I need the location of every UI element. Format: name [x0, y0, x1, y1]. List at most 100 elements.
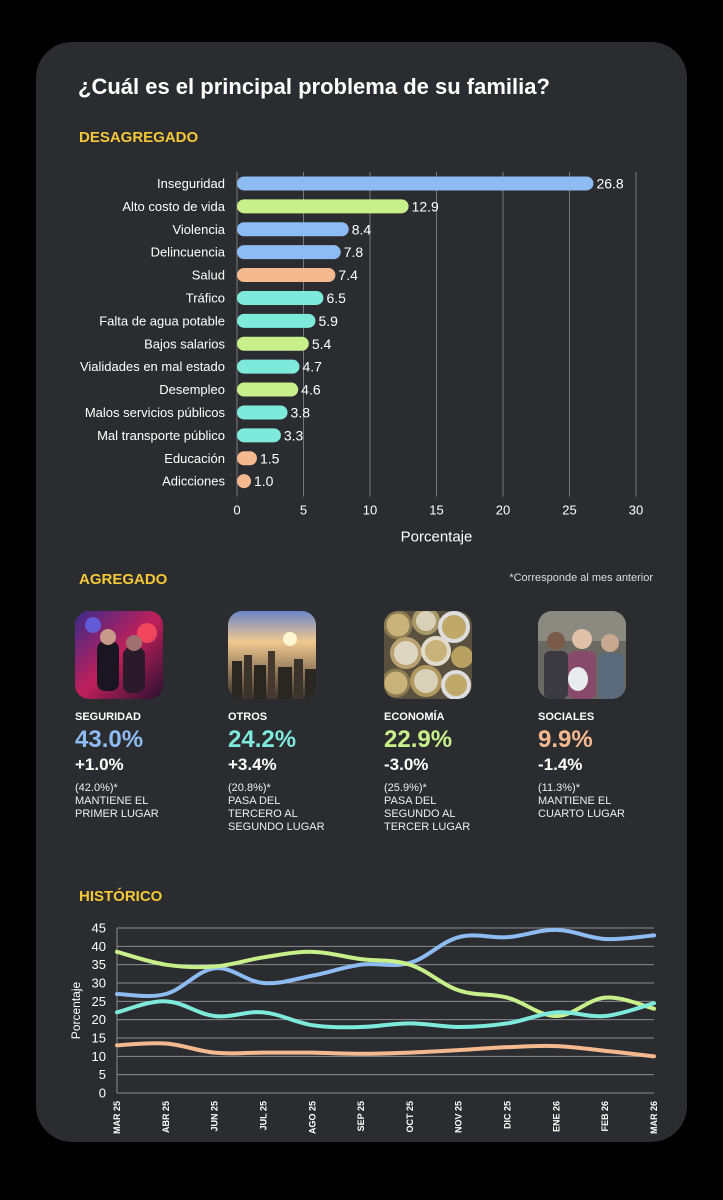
- section-desagregado: DESAGREGADO: [79, 129, 199, 146]
- x-tick-label: ABR 25: [161, 1101, 171, 1133]
- x-tick-label: MAR 26: [649, 1101, 659, 1134]
- category-percent: 43.0%: [75, 726, 144, 753]
- category-name: SEGURIDAD: [75, 711, 142, 723]
- y-tick-label: 45: [92, 921, 106, 936]
- bar: [237, 268, 336, 283]
- bar-value-label: 3.3: [284, 427, 304, 443]
- y-tick-label: 20: [92, 1012, 106, 1027]
- city-photo: [228, 611, 316, 699]
- bar: [237, 359, 300, 374]
- x-tick-label: SEP 25: [356, 1101, 366, 1131]
- category-previous: (25.9%)*: [384, 782, 427, 794]
- bar-value-label: 7.8: [344, 244, 364, 260]
- category-name: SOCIALES: [538, 711, 595, 723]
- category-description: PASA DEL TERCERO AL SEGUNDO LUGAR: [228, 795, 325, 833]
- y-axis-label: Porcentaje: [69, 981, 83, 1039]
- category-economia: ECONOMÍA 22.9% -3.0% (25.9%)* PASA DEL S…: [384, 611, 554, 834]
- section-agregado: AGREGADO: [79, 571, 168, 588]
- page-title: ¿Cuál es el principal problema de su fam…: [78, 74, 550, 99]
- category-sociales: SOCIALES 9.9% -1.4% (11.3%)* MANTIENE EL…: [538, 611, 708, 821]
- y-tick-label: 10: [92, 1049, 106, 1064]
- bar-category-label: Desempleo: [159, 382, 225, 397]
- x-tick-label: AGO 25: [307, 1101, 317, 1134]
- y-tick-label: 5: [99, 1067, 106, 1082]
- bar: [237, 428, 281, 443]
- bar-category-label: Violencia: [172, 222, 225, 237]
- bar: [237, 474, 251, 489]
- bar-value-label: 7.4: [338, 267, 358, 283]
- bar-value-label: 4.7: [303, 359, 323, 375]
- bar-category-label: Tráfico: [186, 290, 225, 305]
- bar: [237, 290, 324, 305]
- category-otros: OTROS 24.2% +3.4% (20.8%)* PASA DEL TERC…: [228, 611, 398, 834]
- category-previous: (20.8%)*: [228, 782, 271, 794]
- bar-chart: 0 5 10 15 20 25 30 Porcentaje Inseguridad 26.8 Alt…: [80, 172, 643, 546]
- bar: [237, 176, 594, 191]
- bar-value-label: 1.5: [260, 450, 280, 466]
- bar-value-label: 26.8: [596, 175, 623, 191]
- y-tick-label: 25: [92, 994, 106, 1009]
- category-percent: 22.9%: [384, 726, 453, 753]
- x-tick-label: 10: [363, 503, 377, 518]
- category-seguridad: SEGURIDAD 43.0% +1.0% (42.0%)* MANTIENE …: [75, 611, 245, 821]
- x-tick-label: 0: [233, 503, 240, 518]
- bar: [237, 336, 309, 351]
- bar-value-label: 6.5: [326, 290, 346, 306]
- series-line: [115, 949, 656, 1018]
- category-percent: 24.2%: [228, 726, 297, 753]
- y-tick-label: 0: [99, 1086, 106, 1101]
- x-tick-label: NOV 25: [454, 1101, 464, 1133]
- x-tick-label: ENE 26: [551, 1101, 561, 1132]
- bar-value-label: 3.8: [291, 404, 311, 420]
- x-tick-label: JUL 25: [258, 1101, 268, 1130]
- bar: [237, 199, 409, 214]
- bar-category-label: Bajos salarios: [144, 336, 225, 351]
- coins-photo: [384, 611, 472, 699]
- bar: [237, 382, 299, 397]
- bar-value-label: 1.0: [254, 473, 274, 489]
- crowd-photo: [538, 611, 626, 699]
- category-description: PASA DEL SEGUNDO AL TERCER LUGAR: [384, 795, 471, 833]
- y-tick-label: 35: [92, 957, 106, 972]
- category-percent: 9.9%: [538, 726, 593, 753]
- x-axis-label: Porcentaje: [401, 529, 473, 546]
- category-change: -1.4%: [538, 755, 583, 774]
- category-name: ECONOMÍA: [384, 711, 445, 723]
- bar-value-label: 12.9: [412, 198, 439, 214]
- bar-value-label: 5.9: [318, 313, 338, 329]
- y-tick-label: 30: [92, 976, 106, 991]
- bar-category-label: Malos servicios públicos: [85, 405, 226, 420]
- bar-category-label: Mal transporte público: [97, 428, 225, 443]
- bar-category-label: Inseguridad: [157, 176, 225, 191]
- x-tick-label: 5: [300, 503, 307, 518]
- bar: [237, 451, 257, 466]
- bar-value-label: 4.6: [301, 382, 321, 398]
- y-tick-label: 15: [92, 1031, 106, 1046]
- series-line: [115, 999, 656, 1030]
- x-tick-label: OCT 25: [405, 1101, 415, 1133]
- bar-category-label: Adicciones: [162, 474, 225, 489]
- category-previous: (11.3%)*: [538, 782, 580, 794]
- bar-category-label: Educación: [164, 451, 225, 466]
- x-tick-label: 15: [429, 503, 443, 518]
- bar-category-label: Vialidades en mal estado: [80, 359, 225, 374]
- x-tick-label: 20: [496, 503, 510, 518]
- y-tick-label: 40: [92, 939, 106, 954]
- series-line: [115, 1041, 656, 1059]
- line-chart: 0 5 10 15 20 25 30 35 40 45 Porcentaje MAR 25 ABR 25…: [69, 921, 659, 1135]
- category-description: MANTIENE EL CUARTO LUGAR: [538, 795, 626, 820]
- x-tick-label: DIC 25: [503, 1101, 513, 1129]
- category-change: +1.0%: [75, 755, 124, 774]
- category-previous: (42.0%)*: [75, 782, 118, 794]
- x-tick-label: 30: [629, 503, 643, 518]
- police-photo: [75, 611, 163, 699]
- series-line: [115, 927, 656, 999]
- bar-value-label: 5.4: [312, 336, 332, 352]
- bar: [237, 313, 316, 328]
- category-change: +3.4%: [228, 755, 277, 774]
- footnote: *Corresponde al mes anterior: [509, 572, 653, 584]
- category-description: MANTIENE EL PRIMER LUGAR: [75, 795, 159, 820]
- x-tick-label: MAR 25: [112, 1101, 122, 1134]
- category-change: -3.0%: [384, 755, 429, 774]
- bar: [237, 405, 288, 420]
